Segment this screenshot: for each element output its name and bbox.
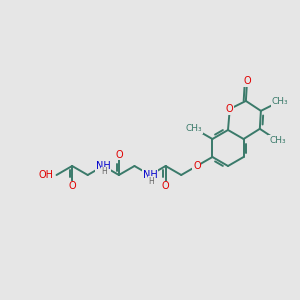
Text: CH₃: CH₃ (186, 124, 202, 133)
Text: OH: OH (38, 170, 53, 180)
Text: O: O (193, 161, 201, 171)
Text: O: O (115, 150, 123, 160)
Text: CH₃: CH₃ (269, 136, 286, 145)
Text: O: O (68, 181, 76, 191)
Text: H: H (148, 176, 154, 185)
Text: O: O (226, 104, 234, 114)
Text: NH: NH (96, 161, 111, 171)
Text: CH₃: CH₃ (272, 97, 288, 106)
Text: O: O (162, 181, 170, 191)
Text: NH: NH (143, 170, 158, 180)
Text: H: H (101, 167, 107, 176)
Text: O: O (243, 76, 251, 86)
